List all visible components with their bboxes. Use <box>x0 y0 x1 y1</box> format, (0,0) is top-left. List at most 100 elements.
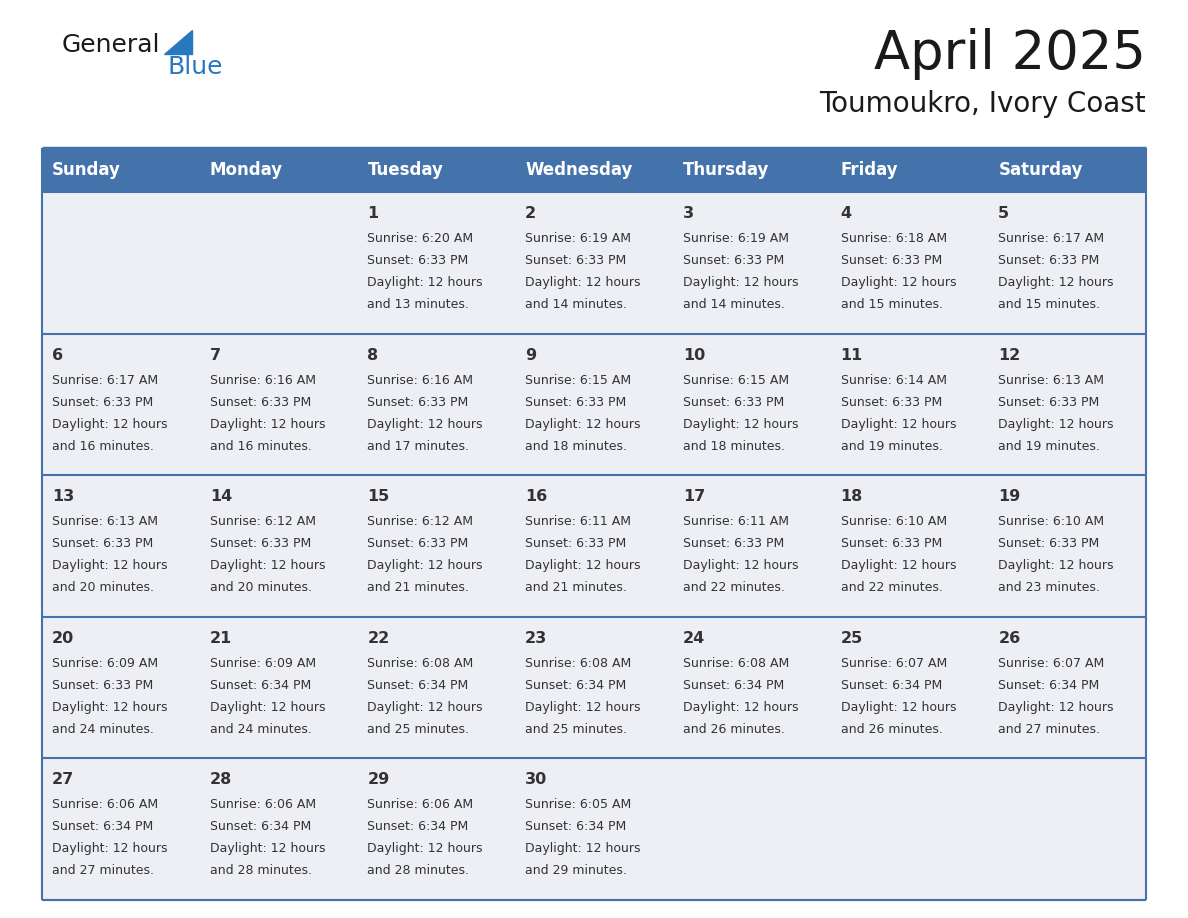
Text: and 16 minutes.: and 16 minutes. <box>52 440 154 453</box>
Text: and 23 minutes.: and 23 minutes. <box>998 581 1100 594</box>
Text: Daylight: 12 hours: Daylight: 12 hours <box>841 418 956 431</box>
Bar <box>358 476 516 617</box>
Text: and 28 minutes.: and 28 minutes. <box>367 865 469 878</box>
Text: Sunrise: 6:08 AM: Sunrise: 6:08 AM <box>525 656 631 670</box>
Bar <box>672 333 830 476</box>
Bar <box>516 476 672 617</box>
Text: and 20 minutes.: and 20 minutes. <box>210 581 311 594</box>
Text: Sunset: 6:33 PM: Sunset: 6:33 PM <box>998 396 1100 409</box>
Text: Sunset: 6:33 PM: Sunset: 6:33 PM <box>841 537 942 550</box>
Text: Sunrise: 6:13 AM: Sunrise: 6:13 AM <box>998 374 1105 386</box>
Bar <box>42 148 1146 192</box>
Text: Friday: Friday <box>841 161 898 179</box>
Text: Daylight: 12 hours: Daylight: 12 hours <box>367 276 484 289</box>
Text: Daylight: 12 hours: Daylight: 12 hours <box>841 559 956 572</box>
Text: Sunrise: 6:09 AM: Sunrise: 6:09 AM <box>210 656 316 670</box>
Text: 8: 8 <box>367 348 379 363</box>
Text: Daylight: 12 hours: Daylight: 12 hours <box>210 418 326 431</box>
Text: 11: 11 <box>841 348 862 363</box>
Bar <box>830 333 988 476</box>
Text: Sunrise: 6:07 AM: Sunrise: 6:07 AM <box>998 656 1105 670</box>
Text: Sunrise: 6:12 AM: Sunrise: 6:12 AM <box>367 515 474 528</box>
Text: Sunset: 6:33 PM: Sunset: 6:33 PM <box>210 396 311 409</box>
Bar <box>42 617 200 758</box>
Bar <box>672 617 830 758</box>
Text: and 18 minutes.: and 18 minutes. <box>525 440 627 453</box>
Text: Sunrise: 6:11 AM: Sunrise: 6:11 AM <box>683 515 789 528</box>
Text: Daylight: 12 hours: Daylight: 12 hours <box>841 700 956 714</box>
Text: Daylight: 12 hours: Daylight: 12 hours <box>210 559 326 572</box>
Text: 14: 14 <box>210 489 232 504</box>
Bar <box>988 617 1146 758</box>
Polygon shape <box>164 30 192 54</box>
Text: Sunset: 6:34 PM: Sunset: 6:34 PM <box>367 821 469 834</box>
Text: 26: 26 <box>998 631 1020 645</box>
Text: Sunrise: 6:16 AM: Sunrise: 6:16 AM <box>367 374 474 386</box>
Text: 17: 17 <box>683 489 706 504</box>
Bar <box>516 333 672 476</box>
Text: and 27 minutes.: and 27 minutes. <box>52 865 154 878</box>
Text: and 26 minutes.: and 26 minutes. <box>683 722 785 736</box>
Text: Wednesday: Wednesday <box>525 161 632 179</box>
Bar <box>200 617 358 758</box>
Text: and 13 minutes.: and 13 minutes. <box>367 298 469 311</box>
Text: Daylight: 12 hours: Daylight: 12 hours <box>998 418 1114 431</box>
Text: 9: 9 <box>525 348 536 363</box>
Text: and 28 minutes.: and 28 minutes. <box>210 865 311 878</box>
Text: Daylight: 12 hours: Daylight: 12 hours <box>525 559 640 572</box>
Bar <box>42 192 200 333</box>
Text: Sunset: 6:34 PM: Sunset: 6:34 PM <box>52 821 153 834</box>
Text: and 27 minutes.: and 27 minutes. <box>998 722 1100 736</box>
Text: Daylight: 12 hours: Daylight: 12 hours <box>52 559 168 572</box>
Text: Sunset: 6:33 PM: Sunset: 6:33 PM <box>998 254 1100 267</box>
Text: Sunset: 6:34 PM: Sunset: 6:34 PM <box>525 678 626 692</box>
Text: and 17 minutes.: and 17 minutes. <box>367 440 469 453</box>
Text: Sunset: 6:34 PM: Sunset: 6:34 PM <box>525 821 626 834</box>
Text: 15: 15 <box>367 489 390 504</box>
Text: Daylight: 12 hours: Daylight: 12 hours <box>998 559 1114 572</box>
Text: 21: 21 <box>210 631 232 645</box>
Text: Tuesday: Tuesday <box>367 161 443 179</box>
Text: Sunrise: 6:13 AM: Sunrise: 6:13 AM <box>52 515 158 528</box>
Text: and 21 minutes.: and 21 minutes. <box>525 581 627 594</box>
Bar <box>830 758 988 900</box>
Text: Sunday: Sunday <box>52 161 121 179</box>
Bar <box>988 758 1146 900</box>
Bar <box>358 758 516 900</box>
Text: Sunrise: 6:10 AM: Sunrise: 6:10 AM <box>841 515 947 528</box>
Text: Sunrise: 6:06 AM: Sunrise: 6:06 AM <box>52 799 158 812</box>
Text: Sunset: 6:33 PM: Sunset: 6:33 PM <box>998 537 1100 550</box>
Text: Daylight: 12 hours: Daylight: 12 hours <box>367 418 484 431</box>
Text: Sunset: 6:33 PM: Sunset: 6:33 PM <box>210 537 311 550</box>
Text: 23: 23 <box>525 631 548 645</box>
Text: and 20 minutes.: and 20 minutes. <box>52 581 154 594</box>
Text: Daylight: 12 hours: Daylight: 12 hours <box>683 276 798 289</box>
Text: Daylight: 12 hours: Daylight: 12 hours <box>683 700 798 714</box>
Bar <box>200 192 358 333</box>
Text: and 15 minutes.: and 15 minutes. <box>998 298 1100 311</box>
Text: Daylight: 12 hours: Daylight: 12 hours <box>52 418 168 431</box>
Text: Daylight: 12 hours: Daylight: 12 hours <box>683 418 798 431</box>
Text: 10: 10 <box>683 348 706 363</box>
Text: Daylight: 12 hours: Daylight: 12 hours <box>52 700 168 714</box>
Text: 1: 1 <box>367 206 379 221</box>
Text: Toumoukro, Ivory Coast: Toumoukro, Ivory Coast <box>820 90 1146 118</box>
Text: Sunrise: 6:19 AM: Sunrise: 6:19 AM <box>525 232 631 245</box>
Text: Sunset: 6:33 PM: Sunset: 6:33 PM <box>525 254 626 267</box>
Text: 16: 16 <box>525 489 548 504</box>
Text: 30: 30 <box>525 772 548 788</box>
Text: Sunrise: 6:15 AM: Sunrise: 6:15 AM <box>683 374 789 386</box>
Text: Sunrise: 6:17 AM: Sunrise: 6:17 AM <box>998 232 1105 245</box>
Text: Daylight: 12 hours: Daylight: 12 hours <box>367 700 484 714</box>
Text: Daylight: 12 hours: Daylight: 12 hours <box>683 559 798 572</box>
Bar <box>200 476 358 617</box>
Text: 25: 25 <box>841 631 862 645</box>
Text: Sunset: 6:33 PM: Sunset: 6:33 PM <box>525 396 626 409</box>
Text: Sunrise: 6:07 AM: Sunrise: 6:07 AM <box>841 656 947 670</box>
Text: 22: 22 <box>367 631 390 645</box>
Text: Sunset: 6:33 PM: Sunset: 6:33 PM <box>367 254 469 267</box>
Bar <box>672 758 830 900</box>
Text: and 21 minutes.: and 21 minutes. <box>367 581 469 594</box>
Text: Daylight: 12 hours: Daylight: 12 hours <box>52 843 168 856</box>
Text: General: General <box>62 33 160 57</box>
